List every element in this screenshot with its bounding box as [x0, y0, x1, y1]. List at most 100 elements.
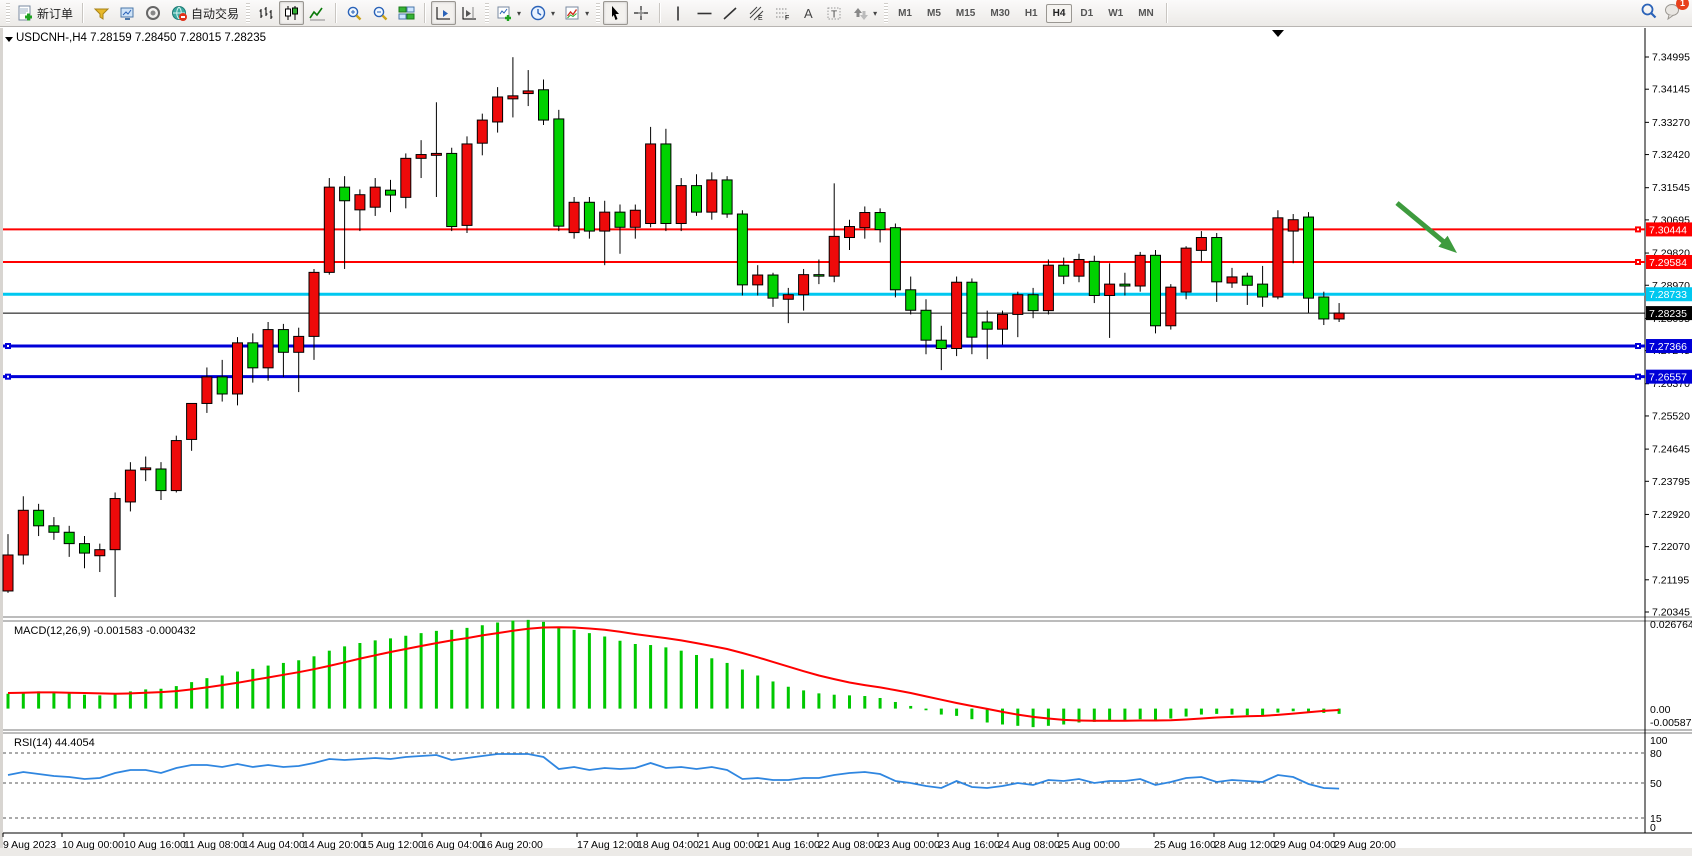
macd-axis-label: 0.026764 [1650, 619, 1692, 631]
rsi-axis-label: 15 [1650, 813, 1662, 825]
text-button[interactable]: A [796, 1, 821, 25]
candle-body [1042, 264, 1054, 312]
trendline-icon [722, 5, 739, 22]
macd-label: MACD(12,26,9) -0.001583 -0.000432 [14, 625, 196, 637]
cursor-button[interactable] [603, 1, 629, 25]
candle-body [1303, 216, 1314, 299]
candlestick-chart-button[interactable] [279, 1, 305, 25]
time-axis-label: 11 Aug 08:00 [184, 839, 245, 851]
new-order-button[interactable]: 新订单 [13, 1, 77, 25]
data-window-icon [119, 5, 136, 22]
chart-window: USDCNH-,H4 7.28159 7.28450 7.28015 7.282… [0, 28, 1692, 856]
toolbar-separator [596, 3, 601, 23]
channel-icon: F [774, 5, 791, 22]
vertical-line-button[interactable] [666, 1, 691, 25]
chart-shift-button[interactable] [457, 1, 482, 25]
trend-arrow-head[interactable] [1438, 235, 1457, 253]
trendline-button[interactable] [718, 1, 743, 25]
price-axis-label: 7.34145 [1652, 84, 1690, 96]
price-tag-label: 7.26557 [1649, 372, 1687, 384]
time-axis-label: 9 Aug 2023 [3, 839, 56, 851]
text-label-button[interactable]: T [822, 1, 847, 25]
candle-body [323, 186, 335, 273]
timeframe-m5[interactable]: M5 [927, 7, 941, 19]
horizontal-line-button[interactable] [692, 1, 717, 25]
toolbar-group: 新订单 [13, 1, 77, 25]
price-axis-label: 7.22070 [1652, 541, 1690, 553]
chart-title-collapse-icon[interactable] [5, 37, 13, 42]
autoscroll-icon [435, 5, 452, 22]
candle-body [63, 531, 75, 545]
bar-chart-button[interactable] [253, 1, 278, 25]
candle-body [660, 143, 672, 225]
timeframe-h4[interactable]: H4 [1045, 3, 1073, 23]
toolbar-group: ▾ ▾ ▾ [492, 1, 593, 25]
periods-button[interactable]: ▾ [526, 1, 559, 25]
time-axis-label: 25 Aug 00:00 [1058, 839, 1120, 851]
candle-body [844, 226, 855, 239]
zoom-in-button[interactable] [342, 1, 367, 25]
auto-trading-button[interactable]: 自动交易 [167, 1, 243, 25]
candle-body [2, 554, 14, 592]
candle-body [400, 157, 412, 198]
navigator-button[interactable] [141, 1, 166, 25]
candle-body [828, 235, 840, 277]
chart-dropdown-marker[interactable] [1272, 30, 1284, 37]
timeframe-h1[interactable]: H1 [1024, 7, 1038, 19]
candle-body [981, 321, 993, 330]
notifications-icon[interactable]: 1 [1664, 0, 1689, 25]
timeframe-m15[interactable]: M15 [955, 7, 976, 19]
candle-body [507, 95, 519, 100]
timeframe-d1[interactable]: D1 [1080, 7, 1094, 19]
main-toolbar: 新订单 自动交易 ▾ ▾ ▾ E F A T ▾ M1 M5 M15 M30 H1 H4 D1 W1 MN 1 [0, 0, 1692, 27]
zoom-out-button[interactable] [368, 1, 393, 25]
trend-arrow-line[interactable] [1395, 201, 1446, 244]
svg-text:T: T [831, 9, 837, 20]
toolbar-button-label: 自动交易 [191, 6, 240, 21]
candle-body [798, 274, 810, 296]
candle-body [109, 498, 121, 551]
line-anchor-center [1637, 228, 1639, 231]
toolbar-group: 自动交易 [89, 1, 243, 25]
candle-body [232, 342, 243, 395]
arrows-button[interactable]: ▾ [848, 1, 881, 25]
market-watch-button[interactable] [89, 1, 114, 25]
data-window-button[interactable] [115, 1, 140, 25]
toolbar-separator [82, 3, 85, 23]
crosshair-icon [633, 5, 650, 22]
fibonacci-button[interactable]: E [744, 1, 769, 25]
candle-body [277, 329, 289, 353]
price-tag-label: 7.28235 [1649, 308, 1687, 320]
toolbar-separator [1165, 3, 1168, 23]
chevron-down-icon: ▾ [551, 8, 556, 18]
timeframe-m30[interactable]: M30 [990, 7, 1010, 19]
toolbar-group: E F A T ▾ [666, 1, 881, 25]
candle-body [492, 96, 504, 123]
candle-chart-icon [283, 5, 300, 22]
candle-body [767, 274, 779, 299]
candle-body [583, 201, 595, 232]
tile-windows-button[interactable] [394, 1, 419, 25]
channel-button[interactable]: F [770, 1, 795, 25]
time-axis-label: 16 Aug 04:00 [422, 839, 484, 851]
timeframe-w1[interactable]: W1 [1108, 7, 1124, 19]
time-axis-label: 24 Aug 08:00 [998, 839, 1060, 851]
rsi-axis-label: 100 [1650, 735, 1668, 747]
autoscroll-button[interactable] [431, 1, 457, 25]
chart-canvas[interactable]: USDCNH-,H4 7.28159 7.28450 7.28015 7.282… [0, 28, 1692, 856]
candle-body [1180, 247, 1192, 293]
new-chart-button[interactable]: ▾ [492, 1, 525, 25]
templates-button[interactable]: ▾ [560, 1, 593, 25]
timeframe-mn[interactable]: MN [1138, 7, 1154, 19]
timeframe-group: M1 M5 M15 M30 H1 H4 D1 W1 MN [891, 3, 1161, 23]
crosshair-button[interactable] [629, 1, 654, 25]
toolbar-group [431, 1, 482, 25]
candle-body [522, 90, 534, 95]
candle-body [675, 185, 687, 225]
timeframe-m1[interactable]: M1 [898, 7, 912, 19]
time-axis-label: 23 Aug 00:00 [878, 839, 940, 851]
candle-body [568, 201, 580, 234]
time-axis-label: 18 Aug 04:00 [637, 839, 699, 851]
search-icon[interactable] [1640, 2, 1658, 25]
line-chart-button[interactable] [305, 1, 330, 25]
